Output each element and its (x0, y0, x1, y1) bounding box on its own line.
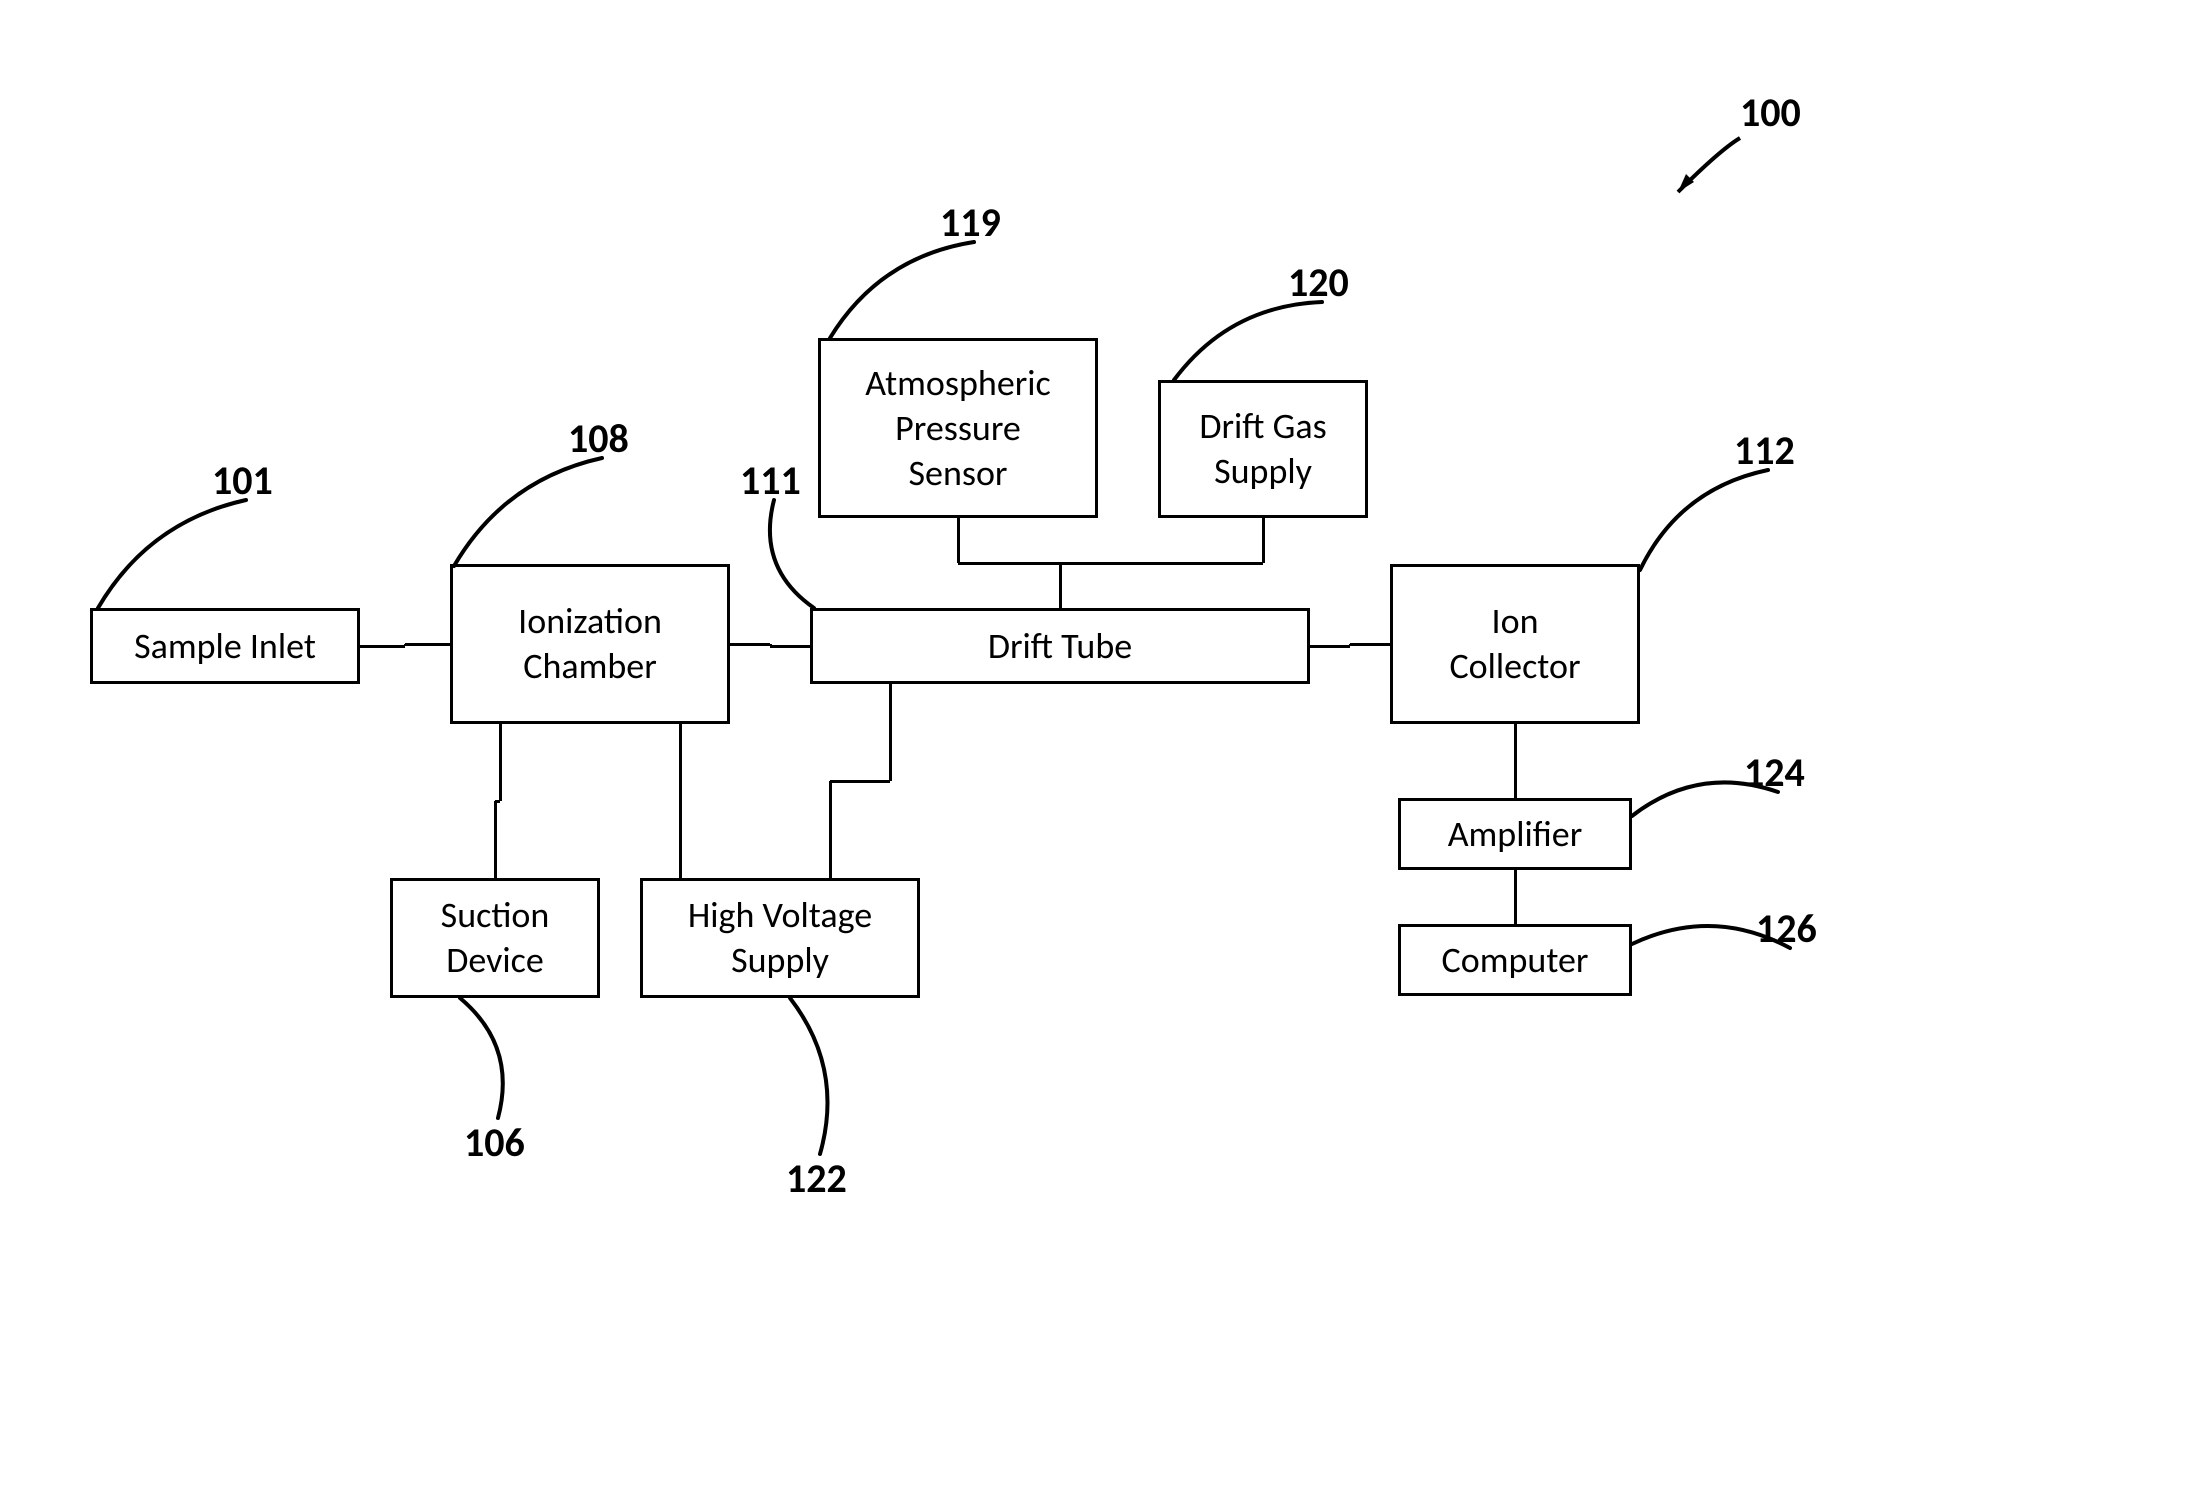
edge-segment (1310, 645, 1350, 648)
edge-segment (958, 562, 1060, 565)
ref-assembly-arrow (1660, 120, 1780, 220)
node-amplifier-label: Amplifier (1448, 812, 1583, 857)
edge-segment (1060, 562, 1263, 565)
edge-segment (679, 724, 682, 878)
leader-ionization (414, 418, 642, 606)
node-drift-tube-label: Drift Tube (988, 624, 1132, 669)
node-drift-tube: Drift Tube (810, 608, 1310, 684)
edge-segment (1262, 518, 1265, 563)
leader-amplifier (1592, 752, 1818, 856)
edge-segment (1514, 724, 1517, 798)
edge-segment (957, 518, 960, 563)
leader-atm_sensor (790, 202, 1014, 378)
node-ion-collector-label: IonCollector (1449, 599, 1580, 689)
edge-segment (494, 801, 497, 878)
edge-segment (1350, 643, 1390, 646)
leader-sample_inlet (58, 460, 286, 648)
edge-segment (889, 684, 892, 781)
edge-segment (1514, 870, 1517, 924)
edge-segment (405, 643, 450, 646)
leader-ion_collector (1600, 430, 1808, 610)
edge-segment (360, 645, 405, 648)
node-atm-pressure-sensor-label: AtmosphericPressureSensor (865, 361, 1051, 496)
leader-suction (420, 958, 538, 1158)
edge-segment (830, 780, 890, 783)
leader-computer (1592, 904, 1830, 988)
edge-segment (829, 781, 832, 878)
edge-segment (499, 724, 502, 801)
leader-drift_gas (1134, 262, 1362, 420)
leader-drift_tube (734, 460, 854, 648)
edge-segment (1059, 563, 1062, 608)
node-ionization-chamber-label: IonizationChamber (518, 599, 662, 689)
leader-hv_supply (750, 958, 860, 1194)
diagram-canvas: 100 Sample Inlet IonizationChamber Drift… (0, 0, 2195, 1486)
node-computer-label: Computer (1442, 938, 1589, 983)
